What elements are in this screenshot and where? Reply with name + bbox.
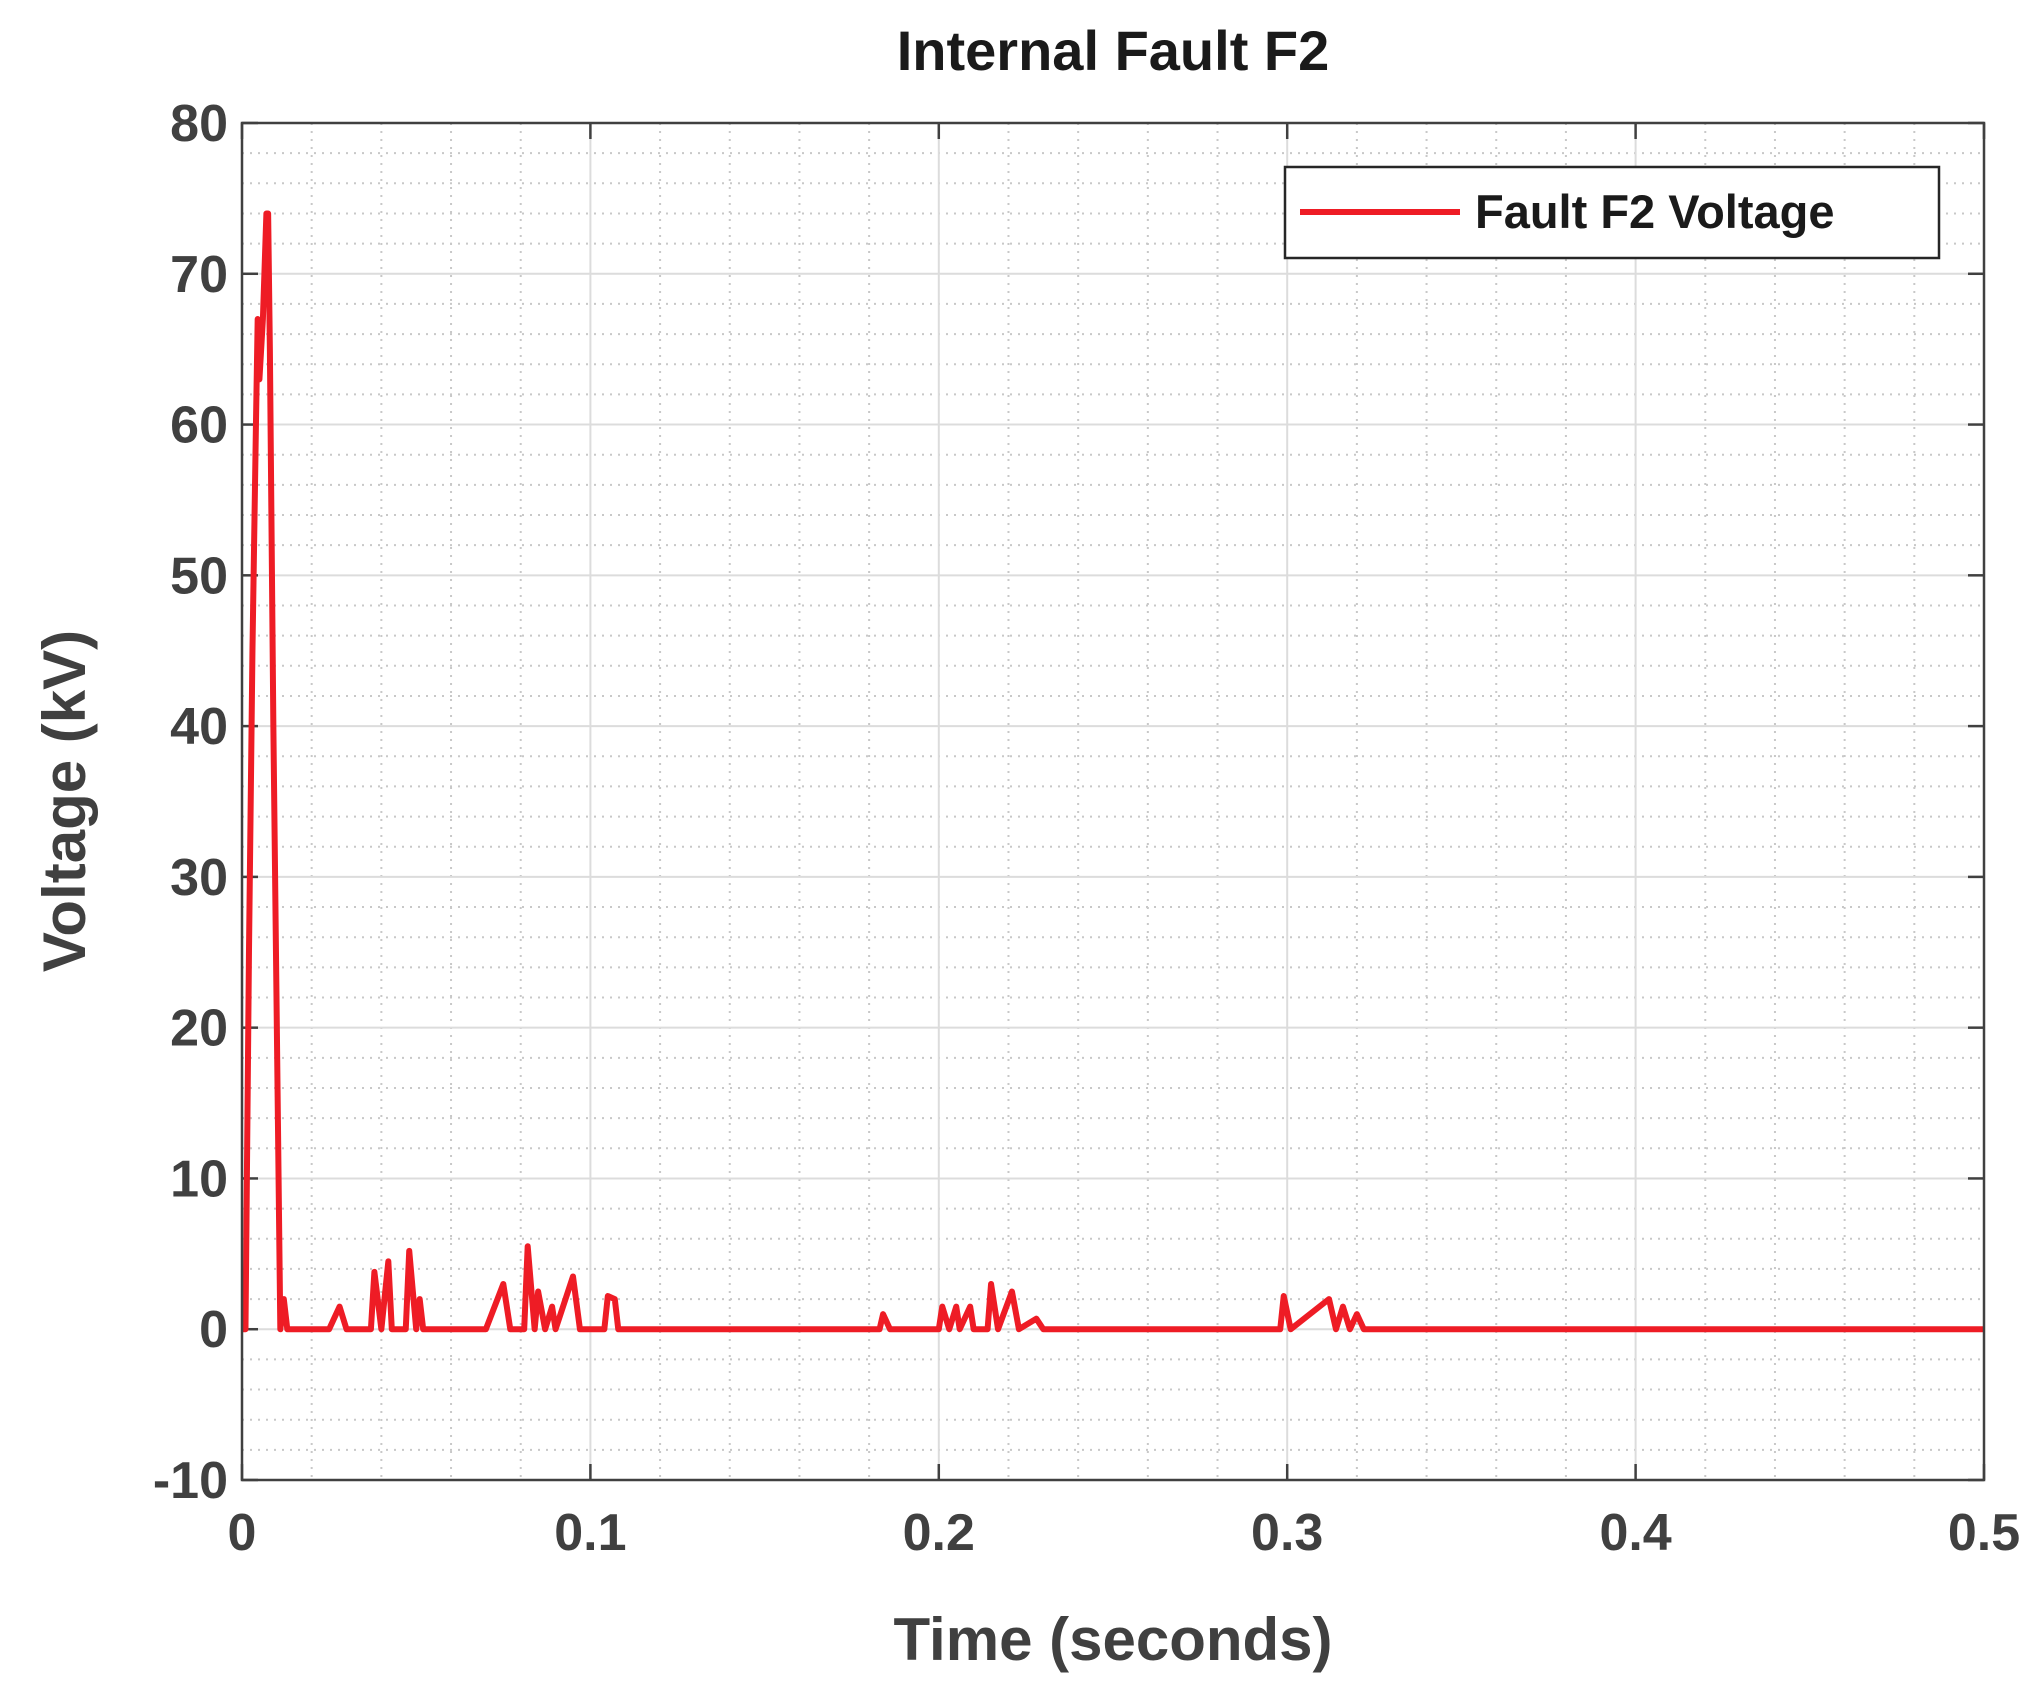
axes-box xyxy=(240,121,1986,1482)
y-tick-label: 10 xyxy=(170,1150,228,1208)
chart-title: Internal Fault F2 xyxy=(897,19,1330,82)
y-tick-label: 0 xyxy=(199,1301,228,1359)
legend-label: Fault F2 Voltage xyxy=(1475,185,1835,238)
x-tick-label: 0.3 xyxy=(1251,1504,1323,1562)
x-tick-label: 0.5 xyxy=(1948,1504,2020,1562)
y-tick-label: 20 xyxy=(170,1000,228,1058)
x-tick-label: 0 xyxy=(228,1504,257,1562)
y-tick-label: 80 xyxy=(170,95,228,153)
x-tick-label: 0.4 xyxy=(1599,1504,1671,1562)
legend: Fault F2 Voltage xyxy=(1283,165,1941,260)
plot-area xyxy=(242,210,1984,1333)
y-tick-label: 40 xyxy=(170,698,228,756)
x-axis-label: Time (seconds) xyxy=(893,1606,1332,1673)
y-tick-label: 30 xyxy=(170,849,228,907)
data-line xyxy=(242,210,1984,1333)
y-tick-label: 70 xyxy=(170,246,228,304)
x-tick-label: 0.2 xyxy=(903,1504,975,1562)
y-tick-label: 50 xyxy=(170,547,228,605)
y-tick-label: -10 xyxy=(153,1452,228,1510)
x-tick-label: 0.1 xyxy=(554,1504,626,1562)
y-tick-label: 60 xyxy=(170,397,228,455)
y-axis-label: Voltage (kV) xyxy=(31,630,98,972)
